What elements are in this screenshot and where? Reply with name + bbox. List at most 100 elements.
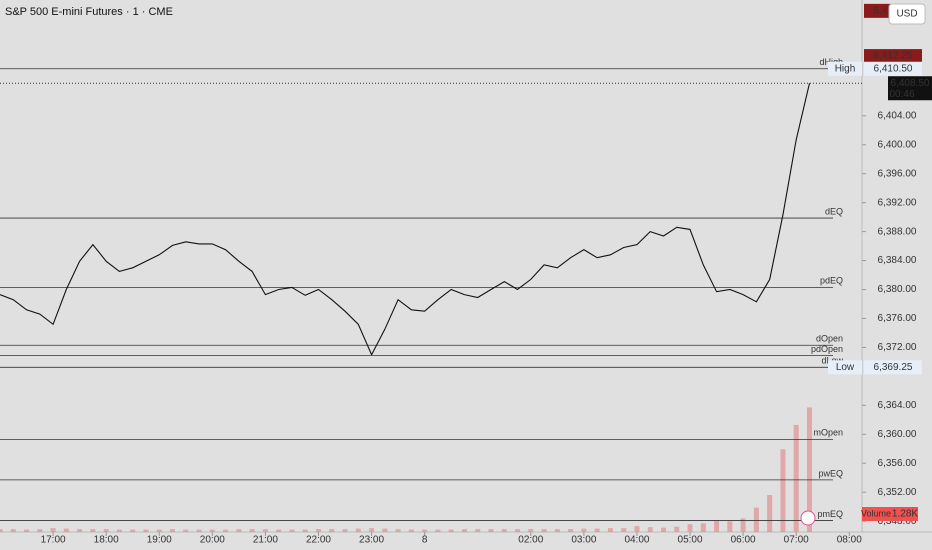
volume-bar xyxy=(581,528,587,532)
volume-bar xyxy=(395,529,401,532)
volume-bar xyxy=(661,527,666,532)
volume-bar xyxy=(448,529,454,532)
volume-name: Volume xyxy=(861,508,891,518)
y-tick-label: 6,400.00 xyxy=(878,139,917,150)
level-label: pmEQ xyxy=(817,509,843,519)
x-tick-label: 17:00 xyxy=(41,535,66,546)
x-tick-label: 23:00 xyxy=(359,535,384,546)
price-badge-label: 6,412.25 xyxy=(874,51,913,62)
x-tick-label: 03:00 xyxy=(571,535,596,546)
x-tick-label: 19:00 xyxy=(147,535,172,546)
volume-bar xyxy=(714,520,720,532)
y-tick-label: 6,376.00 xyxy=(878,313,917,324)
y-tick-label: 6,356.00 xyxy=(878,458,917,469)
volume-bar xyxy=(63,528,69,532)
y-tick-label: 6,388.00 xyxy=(878,226,917,237)
bolt-icon xyxy=(800,510,816,526)
y-tick-label: 6,396.00 xyxy=(878,168,917,179)
volume-bar xyxy=(37,529,43,532)
volume-bar xyxy=(435,529,441,532)
volume-bar xyxy=(408,529,414,532)
currency-label: USD xyxy=(896,9,917,20)
volume-bar xyxy=(488,529,494,532)
x-tick-label: 20:00 xyxy=(200,535,225,546)
volume-bar xyxy=(0,529,3,532)
volume-bar xyxy=(594,528,600,532)
volume-badge xyxy=(862,507,918,521)
volume-bar xyxy=(342,529,348,532)
x-tick-label: 04:00 xyxy=(624,535,649,546)
level-label: pdEQ xyxy=(820,276,843,286)
volume-bar xyxy=(50,528,56,532)
x-tick-label: 18:00 xyxy=(94,535,119,546)
volume-bar xyxy=(634,526,640,532)
volume-bar xyxy=(382,528,388,532)
tag-badge xyxy=(828,360,862,375)
x-tick-label: 21:00 xyxy=(253,535,278,546)
volume-bar xyxy=(727,521,733,532)
volume-bar xyxy=(780,449,786,532)
volume-bar xyxy=(621,528,627,532)
volume-bar xyxy=(196,529,202,532)
volume-bar xyxy=(90,529,96,532)
price-badge xyxy=(864,360,922,375)
volume-bar xyxy=(461,529,467,532)
volume-bar xyxy=(568,529,574,532)
volume-bar xyxy=(276,529,282,532)
volume-bar xyxy=(103,529,109,532)
x-tick-label: 05:00 xyxy=(678,535,703,546)
x-tick-label: 08:00 xyxy=(837,535,862,546)
volume-bar xyxy=(209,529,215,532)
volume-bar xyxy=(674,526,680,532)
volume-bar xyxy=(289,529,295,532)
volume-bar xyxy=(10,529,16,532)
y-tick-label: 6,364.00 xyxy=(878,400,917,411)
volume-bar xyxy=(369,528,375,532)
y-tick-label: 6,380.00 xyxy=(878,284,917,295)
countdown-label: 00:46 xyxy=(889,89,914,100)
x-tick-label: 8 xyxy=(422,535,428,546)
volume-bar xyxy=(687,524,693,532)
price-badge-label: 6,410.50 xyxy=(874,63,913,74)
tag-label: Low xyxy=(836,362,855,373)
volume-bar xyxy=(515,529,521,532)
level-label: pdOpen xyxy=(811,344,843,354)
volume-bar xyxy=(806,407,812,532)
volume-bar xyxy=(528,529,534,532)
volume-bar xyxy=(116,529,122,532)
chart-title: S&P 500 E-mini Futures · 1 · CME xyxy=(5,6,173,18)
volume-bar xyxy=(647,527,653,532)
volume-bar xyxy=(249,529,255,532)
volume-bar xyxy=(475,529,481,532)
level-label: mOpen xyxy=(813,428,843,438)
y-tick-label: 6,372.00 xyxy=(878,342,917,353)
y-tick-label: 6,392.00 xyxy=(878,197,917,208)
x-tick-label: 07:00 xyxy=(784,535,809,546)
volume-bar xyxy=(24,529,30,532)
volume-bar xyxy=(607,528,613,532)
volume-bar xyxy=(740,518,746,532)
last-price-label: 6,408.50 xyxy=(891,78,930,89)
volume-bar xyxy=(77,529,83,532)
level-label: dEQ xyxy=(825,206,843,216)
volume-bar xyxy=(700,523,706,532)
volume-bar xyxy=(767,495,773,532)
y-tick-label: 6,404.00 xyxy=(878,110,917,121)
volume-bar xyxy=(315,529,321,532)
volume-bar xyxy=(143,529,149,532)
volume-bar xyxy=(302,529,308,532)
x-tick-label: 06:00 xyxy=(731,535,756,546)
tag-label: High xyxy=(835,63,856,74)
volume-bar xyxy=(156,529,162,532)
level-label: dOpen xyxy=(816,334,843,344)
x-tick-label: 02:00 xyxy=(518,535,543,546)
price-badge-label: 6,369.25 xyxy=(874,362,913,373)
volume-bar xyxy=(130,529,136,532)
last-badge xyxy=(888,76,932,101)
volume-bar xyxy=(236,529,242,532)
y-tick-label: 6,384.00 xyxy=(878,255,917,266)
x-tick-label: 22:00 xyxy=(306,535,331,546)
currency-box xyxy=(888,3,926,25)
